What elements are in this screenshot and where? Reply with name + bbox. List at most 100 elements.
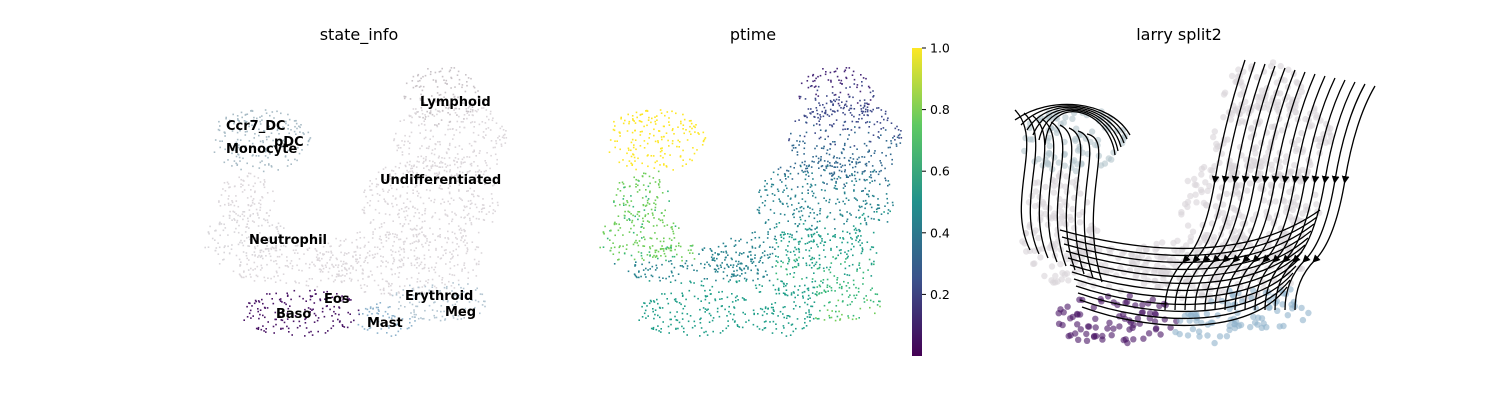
cell-point [851, 174, 853, 177]
cell-point [426, 238, 428, 240]
cell-point [655, 328, 658, 331]
cell-point [723, 267, 726, 270]
cell-point [429, 73, 432, 76]
cell-point [459, 170, 461, 173]
cell-point [257, 214, 259, 216]
cell-point [647, 119, 650, 121]
cell-point [425, 165, 428, 168]
cell-point [1076, 146, 1083, 153]
cell-point [806, 229, 808, 231]
cell-point [287, 266, 290, 268]
cell-point [722, 277, 725, 280]
cell-point [818, 137, 821, 140]
cell-point [707, 308, 709, 311]
cell-point [433, 153, 436, 156]
cell-point [811, 190, 813, 193]
cell-point [824, 73, 827, 76]
cell-point [422, 202, 425, 205]
cell-point [816, 220, 819, 223]
cell-point [397, 291, 400, 293]
cell-point [427, 68, 429, 70]
cell-point [632, 118, 634, 120]
cell-point [900, 137, 903, 139]
cell-point [332, 254, 334, 256]
cell-point [275, 226, 277, 229]
cell-point [253, 251, 256, 253]
cell-point [435, 247, 437, 250]
cell-point [759, 189, 761, 192]
cell-point [1272, 103, 1280, 111]
cell-point [820, 280, 822, 282]
cell-point [273, 145, 275, 147]
cell-point [459, 232, 462, 234]
cell-point [703, 267, 706, 269]
cell-point [243, 240, 246, 242]
cell-point [1244, 187, 1251, 194]
cell-point [1044, 221, 1052, 228]
cell-point [235, 149, 237, 152]
cell-point [873, 152, 876, 154]
cell-point [619, 203, 621, 206]
cell-point [238, 258, 241, 261]
cell-point [1157, 331, 1164, 338]
cell-point [373, 279, 376, 282]
cell-point [801, 327, 804, 330]
cell-point [699, 322, 702, 324]
cell-point [834, 228, 836, 230]
cell-point [715, 269, 718, 271]
cell-point [299, 131, 301, 133]
cell-point [745, 299, 747, 301]
cell-point [659, 219, 662, 222]
cell-point [782, 234, 785, 236]
cell-point [661, 138, 663, 141]
cell-point [234, 219, 236, 221]
cell-point [431, 286, 434, 288]
cell-point [754, 284, 757, 287]
cell-point [337, 266, 339, 269]
cell-point [276, 255, 279, 258]
cell-point [884, 167, 886, 170]
cell-point [619, 245, 621, 247]
cell-point [403, 285, 406, 287]
cell-point [414, 112, 416, 114]
cell-point [857, 291, 860, 293]
cell-point [865, 223, 868, 226]
cell-point [782, 282, 785, 285]
cell-point [417, 178, 419, 180]
cell-point [823, 304, 826, 307]
cell-point [784, 175, 786, 177]
cell-point [849, 294, 851, 296]
cell-point [1228, 72, 1236, 80]
cell-point [880, 162, 882, 164]
cell-point [735, 300, 737, 302]
cell-point [662, 321, 664, 323]
cell-point [446, 164, 449, 167]
cell-point [430, 152, 433, 155]
cell-point [241, 276, 243, 279]
cell-point [1091, 332, 1098, 340]
cell-point [270, 165, 273, 167]
cell-point [405, 206, 408, 208]
cell-point [280, 245, 282, 248]
cell-point [721, 262, 723, 264]
cell-point [251, 220, 254, 222]
cell-point [423, 120, 425, 122]
cell-point [646, 155, 649, 157]
cell-point [279, 300, 282, 302]
cell-point [812, 195, 814, 197]
cell-point [664, 114, 666, 117]
cell-point [253, 137, 255, 139]
cell-point [822, 281, 824, 284]
cell-point [717, 267, 720, 270]
cell-point [645, 276, 647, 278]
cell-point [626, 130, 629, 132]
cell-point [245, 252, 248, 254]
cell-point [780, 236, 783, 238]
cell-point [237, 154, 240, 156]
cell-point [848, 159, 850, 162]
cell-point [251, 254, 254, 256]
cell-point [471, 179, 473, 181]
cell-point [691, 244, 694, 247]
cell-point [319, 259, 321, 262]
cell-point [274, 246, 277, 249]
